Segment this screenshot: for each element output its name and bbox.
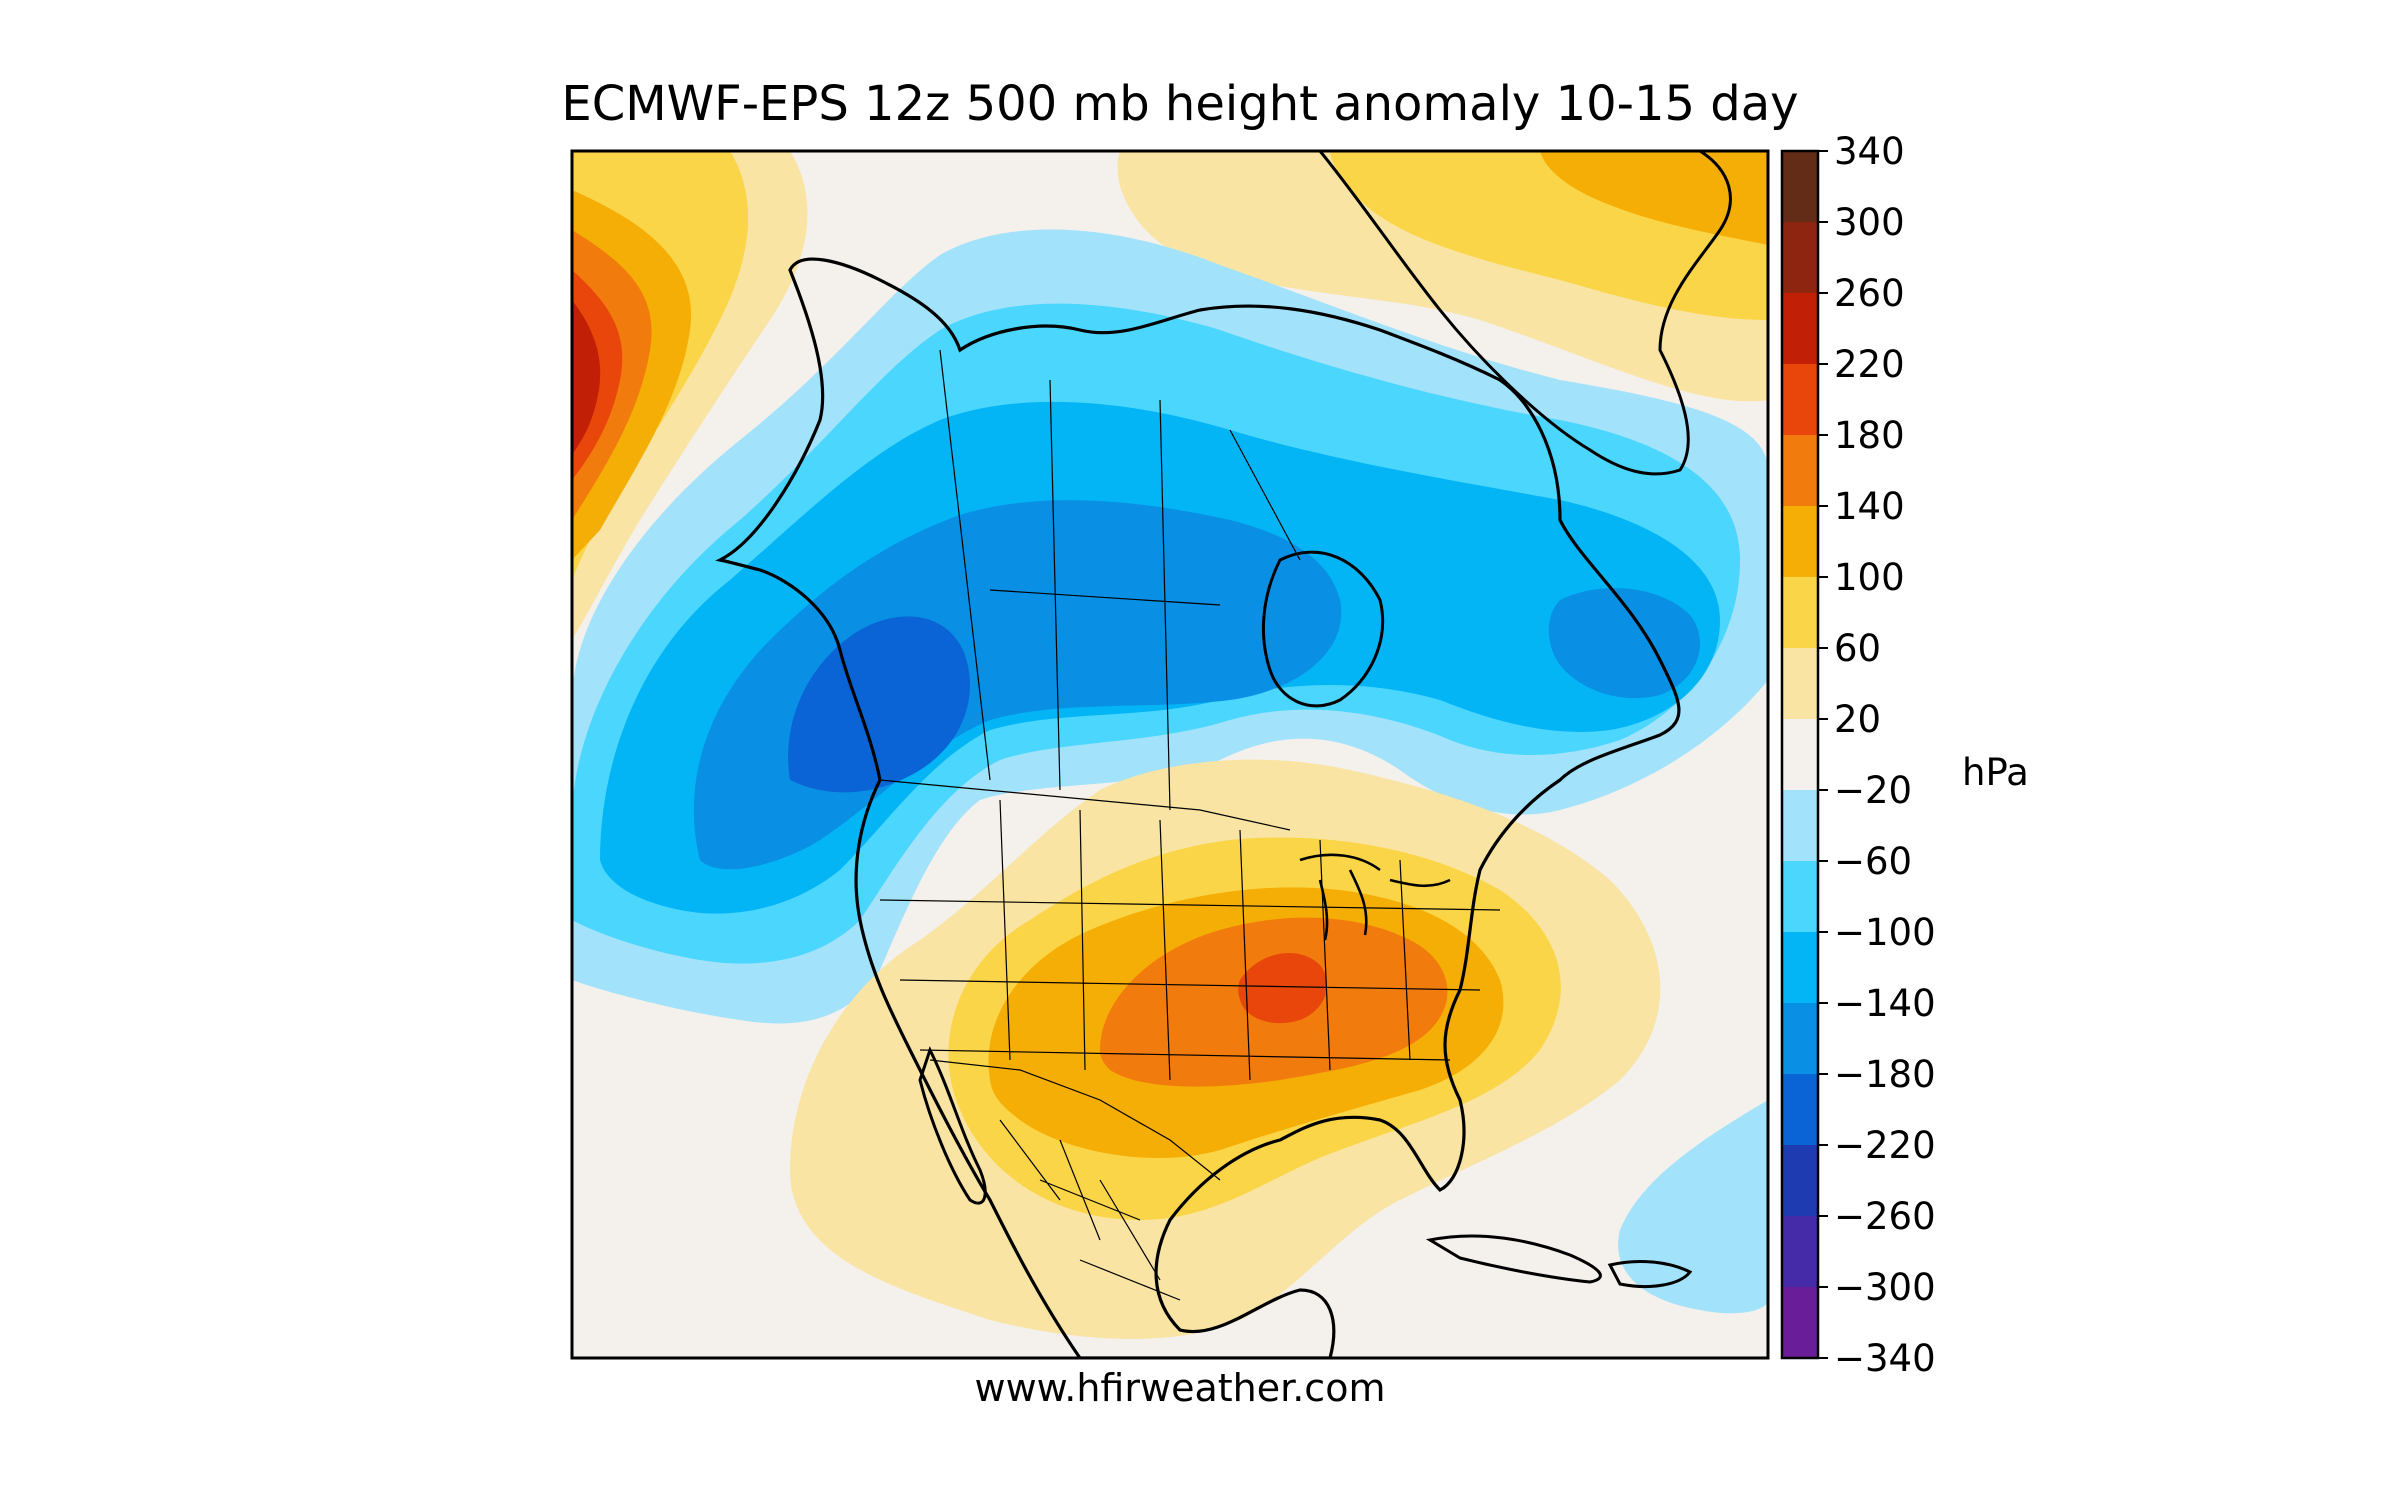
colorbar-tick-label: −220 xyxy=(1834,1124,1936,1167)
mexico-state-lines xyxy=(999,1119,1181,1301)
anomaly-field xyxy=(572,151,1768,1358)
us-state-lines xyxy=(879,799,1501,1081)
colorbar-tick-label: −260 xyxy=(1834,1195,1936,1238)
colorbar-tick-label: 140 xyxy=(1834,485,1905,528)
colorbar-segment xyxy=(1782,719,1818,791)
colorbar-tick-label: 60 xyxy=(1834,627,1881,670)
chart-title: ECMWF-EPS 12z 500 mb height anomaly 10-1… xyxy=(561,76,1799,132)
political-borders xyxy=(879,349,1501,1301)
colorbar-segment xyxy=(1782,1216,1818,1288)
colorbar-tick-label: 180 xyxy=(1834,414,1905,457)
colorbar-tick-label: 260 xyxy=(1834,272,1905,315)
colorbar-segment xyxy=(1782,1145,1818,1217)
positive-anomaly-arctic-100 xyxy=(1540,151,1768,245)
mexico-border xyxy=(929,1059,1221,1181)
colorbar-tick-label: −140 xyxy=(1834,982,1936,1025)
colorbar-segment xyxy=(1782,648,1818,720)
colorbar-tick-label: 100 xyxy=(1834,556,1905,599)
colorbar-segment xyxy=(1782,364,1818,436)
colorbar-tick-label: −60 xyxy=(1834,840,1912,883)
positive-anomaly-us-180 xyxy=(1238,953,1328,1024)
colorbar-segment xyxy=(1782,790,1818,862)
negative-anomaly-caribbean-20 xyxy=(1618,1100,1768,1314)
us-canada-border xyxy=(879,779,1291,831)
colorbar-segment xyxy=(1782,1003,1818,1075)
colorbar-tick-label: −180 xyxy=(1834,1053,1936,1096)
colorbar-unit-label: hPa xyxy=(1962,751,2029,794)
colorbar-segment xyxy=(1782,861,1818,933)
map-frame xyxy=(570,149,1770,1360)
geographic-outlines xyxy=(715,151,1732,1358)
footer-url: www.hfirweather.com xyxy=(974,1366,1386,1410)
colorbar-segment xyxy=(1782,222,1818,294)
colorbar-tick-label: −340 xyxy=(1834,1337,1936,1380)
cuba-coast xyxy=(1425,1234,1602,1284)
colorbar-segment xyxy=(1782,435,1818,507)
colorbar-segment xyxy=(1782,1287,1818,1359)
colorbar-segment xyxy=(1782,293,1818,365)
positive-anomaly-west-220 xyxy=(572,300,601,455)
colorbar-segment xyxy=(1782,1074,1818,1146)
colorbar-tick-label: 340 xyxy=(1834,130,1905,173)
colorbar-segment xyxy=(1782,151,1818,223)
north-america-coastline xyxy=(715,257,1681,1358)
hispaniola-coast xyxy=(1607,1260,1693,1288)
greenland-coast xyxy=(1318,151,1732,476)
great-lakes xyxy=(1299,853,1451,941)
colorbar-frame xyxy=(1780,149,1820,1360)
baja-california-coast xyxy=(918,1046,987,1205)
colorbar-tick-label: 20 xyxy=(1834,698,1881,741)
hudson-bay-coast xyxy=(1262,550,1385,708)
colorbar-segment xyxy=(1782,506,1818,578)
colorbar-tick-label: 220 xyxy=(1834,343,1905,386)
province-lines xyxy=(939,349,1301,811)
colorbar-tick-label: 300 xyxy=(1834,201,1905,244)
colorbar: 340 300 260 220 180 140 100 60 20 −20 −60 −100 −140 −… xyxy=(1780,130,2029,1380)
negative-anomaly-pacificnw-180 xyxy=(788,616,970,793)
colorbar-segment xyxy=(1782,932,1818,1004)
colorbar-tick-label: −20 xyxy=(1834,769,1912,812)
negative-anomaly-labrador-140 xyxy=(1548,588,1700,699)
colorbar-tick-label: −300 xyxy=(1834,1266,1936,1309)
colorbar-segment xyxy=(1782,577,1818,649)
colorbar-tick-label: −100 xyxy=(1834,911,1936,954)
